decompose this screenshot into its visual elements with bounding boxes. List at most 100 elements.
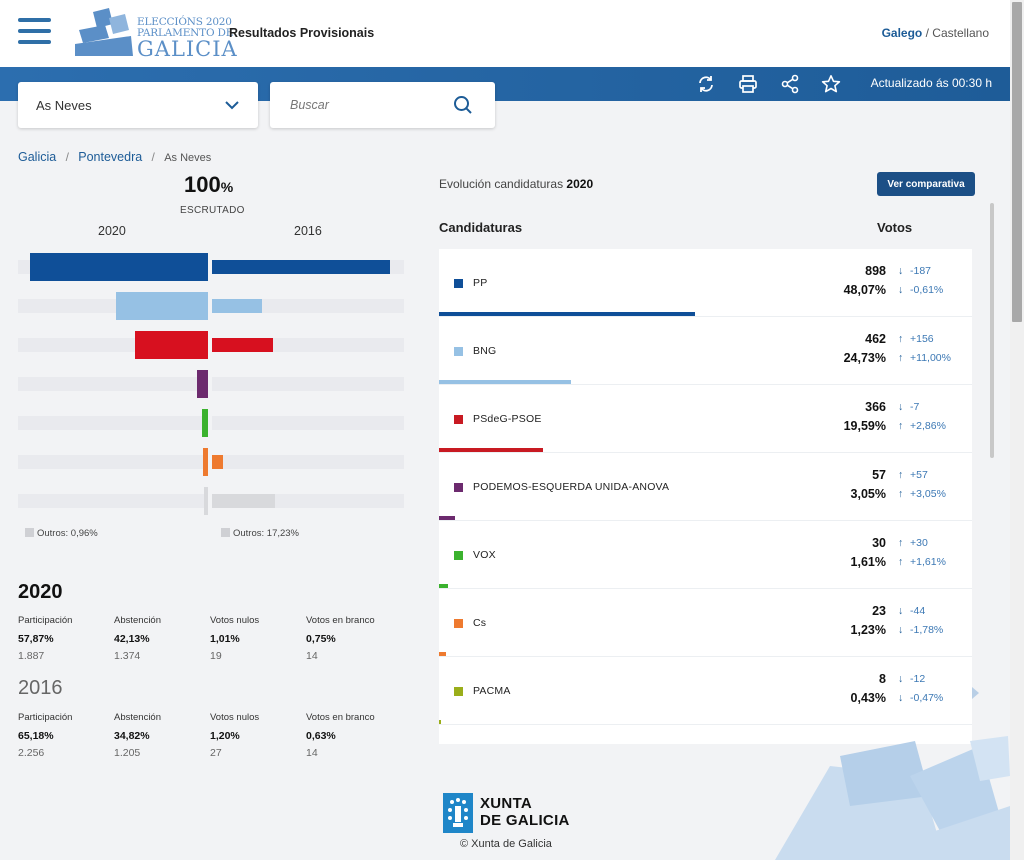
stat-label: Abstención xyxy=(114,615,162,626)
percent-change: ↑ +1,61% xyxy=(898,556,946,568)
party-votes: 30 xyxy=(872,536,886,550)
chart-row xyxy=(18,448,404,476)
lang-galego-link[interactable]: Galego xyxy=(881,26,923,40)
search-icon[interactable] xyxy=(453,95,473,115)
votes-change: ↓ -12 xyxy=(898,673,926,685)
results-scrollbar[interactable] xyxy=(990,203,994,458)
stat-count: 27 xyxy=(210,747,222,759)
stat-count: 1.205 xyxy=(114,747,141,759)
arrow-down-icon: ↓ xyxy=(898,624,904,636)
star-icon[interactable] xyxy=(821,74,841,94)
bar-2016[interactable] xyxy=(212,455,223,469)
location-select[interactable]: As Neves xyxy=(18,82,258,128)
copyright: © Xunta de Galicia xyxy=(460,838,552,850)
votes-change: ↑ +30 xyxy=(898,537,928,549)
compare-button[interactable]: Ver comparativa xyxy=(877,172,975,196)
bar-2020[interactable] xyxy=(116,292,208,320)
party-share-bar xyxy=(439,516,456,520)
arrow-down-icon: ↓ xyxy=(898,605,904,617)
chart-row xyxy=(18,253,404,281)
chart-year-right: 2016 xyxy=(294,224,322,238)
arrow-up-icon: ↑ xyxy=(898,352,904,364)
stat-label: Participación xyxy=(18,615,73,626)
lang-castellano-link[interactable]: Castellano xyxy=(932,26,989,40)
others-2020: Outros: 0,96% xyxy=(25,528,98,539)
party-row[interactable]: Cs 23 1,23% ↓ -44 ↓ -1,78% xyxy=(439,589,972,657)
bar-track-2016 xyxy=(212,455,404,469)
stat-percent: 0,63% xyxy=(306,730,336,742)
print-icon[interactable] xyxy=(738,74,758,94)
decorative-ballot-shapes xyxy=(775,736,1010,860)
bar-2020[interactable] xyxy=(29,253,208,281)
language-switcher: Galego / Castellano xyxy=(882,26,989,40)
votes-change: ↓ -187 xyxy=(898,265,932,277)
party-row[interactable]: BNG 462 24,73% ↑ +156 ↑ +11,00% xyxy=(439,317,972,385)
party-row[interactable]: PACMA 8 0,43% ↓ -12 ↓ -0,47% xyxy=(439,657,972,725)
party-color-swatch xyxy=(454,551,463,560)
bar-2016[interactable] xyxy=(212,494,275,508)
stat-y2016-3: Votos en branco 0,63% 14 xyxy=(306,712,401,759)
party-votes: 366 xyxy=(865,400,886,414)
stat-y2016-0: Participación 65,18% 2.256 xyxy=(18,712,113,759)
bar-2016[interactable] xyxy=(212,260,390,274)
share-icon[interactable] xyxy=(780,74,800,94)
bar-track-2020 xyxy=(18,455,208,469)
breadcrumb-separator: / xyxy=(65,150,69,164)
percent-change: ↓ -0,47% xyxy=(898,692,944,704)
percent-change: ↓ -0,61% xyxy=(898,284,944,296)
arrow-down-icon: ↓ xyxy=(898,265,904,277)
stat-label: Participación xyxy=(18,712,73,723)
results-list: PP 898 48,07% ↓ -187 ↓ -0,61% BNG 462 24,73% ↑ +156… xyxy=(439,249,972,744)
bar-2016[interactable] xyxy=(212,338,274,352)
bar-track-2020 xyxy=(18,494,208,508)
stat-percent: 42,13% xyxy=(114,633,150,645)
arrow-down-icon: ↓ xyxy=(898,284,904,296)
party-votes: 898 xyxy=(865,264,886,278)
stat-percent: 57,87% xyxy=(18,633,54,645)
bar-2020[interactable] xyxy=(202,409,208,437)
stat-y2020-2: Votos nulos 1,01% 19 xyxy=(210,615,305,662)
search-input[interactable] xyxy=(290,94,440,116)
party-votes: 23 xyxy=(872,604,886,618)
evolution-title: Evolución candidaturas 2020 xyxy=(439,177,594,191)
bar-2020[interactable] xyxy=(203,448,208,476)
page-scrollbar-thumb[interactable] xyxy=(1012,2,1022,322)
party-share-bar xyxy=(439,584,448,588)
arrow-up-icon: ↑ xyxy=(898,556,904,568)
arrow-down-icon: ↓ xyxy=(898,401,904,413)
page-scrollbar[interactable] xyxy=(1010,0,1024,860)
percent-change: ↑ +3,05% xyxy=(898,488,946,500)
next-arrow-icon[interactable] xyxy=(972,687,979,699)
lang-separator: / xyxy=(925,26,929,40)
party-percent: 1,61% xyxy=(850,555,886,569)
elections-logo[interactable]: ELECCIÓNS 2020 PARLAMENTO DE GALICIA xyxy=(75,8,237,60)
votes-change: ↑ +156 xyxy=(898,333,934,345)
bar-2020[interactable] xyxy=(196,370,208,398)
breadcrumb-galicia[interactable]: Galicia xyxy=(18,150,57,164)
bar-2020[interactable] xyxy=(204,487,208,515)
votes-change: ↑ +57 xyxy=(898,469,928,481)
location-select-value: As Neves xyxy=(36,98,92,113)
chart-row xyxy=(18,292,404,320)
party-color-swatch xyxy=(454,687,463,696)
party-row[interactable]: PP 898 48,07% ↓ -187 ↓ -0,61% xyxy=(439,249,972,317)
xunta-logo[interactable]: XUNTA DE GALICIA xyxy=(443,793,569,838)
party-row[interactable]: PODEMOS-ESQUERDA UNIDA-ANOVA 57 3,05% ↑ +57 ↑… xyxy=(439,453,972,521)
others-2016: Outros: 17,23% xyxy=(221,528,299,539)
party-row[interactable]: PSdeG-PSOE 366 19,59% ↓ -7 ↑ +2,86% xyxy=(439,385,972,453)
breadcrumb-separator: / xyxy=(151,150,155,164)
party-row[interactable]: VOX 30 1,61% ↑ +30 ↑ +1,61% xyxy=(439,521,972,589)
party-color-swatch xyxy=(454,483,463,492)
party-share-bar xyxy=(439,652,446,656)
stat-label: Votos en branco xyxy=(306,712,375,723)
menu-icon[interactable] xyxy=(18,18,51,44)
breadcrumb-pontevedra[interactable]: Pontevedra xyxy=(78,150,143,164)
stat-y2016-2: Votos nulos 1,20% 27 xyxy=(210,712,305,759)
refresh-icon[interactable] xyxy=(696,74,716,94)
bar-2016[interactable] xyxy=(212,299,263,313)
candidates-header: Candidaturas xyxy=(439,220,523,235)
stat-count: 14 xyxy=(306,650,318,662)
bar-2020[interactable] xyxy=(135,331,208,359)
stat-percent: 34,82% xyxy=(114,730,150,742)
party-votes: 8 xyxy=(879,672,886,686)
